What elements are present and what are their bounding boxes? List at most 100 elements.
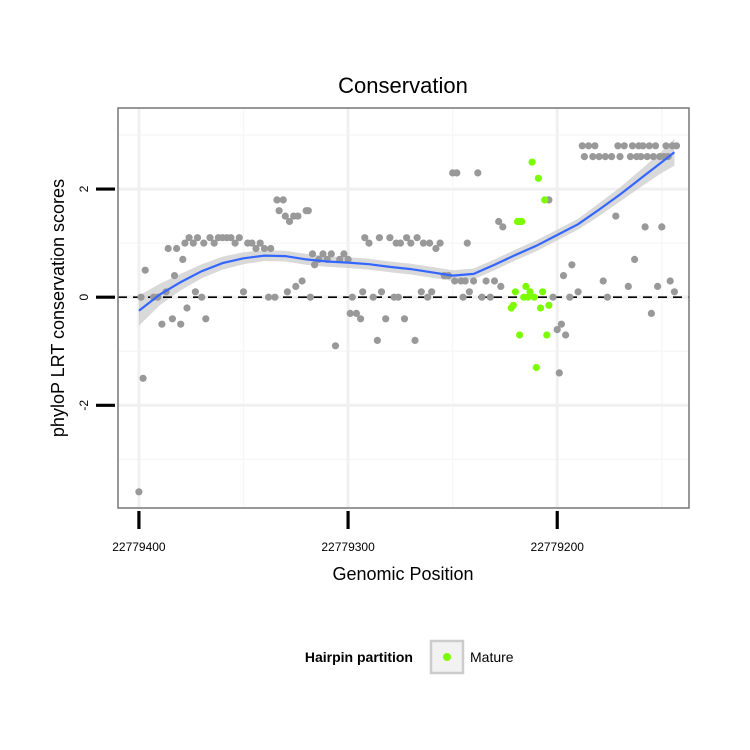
point-other bbox=[361, 234, 369, 242]
point-other bbox=[568, 261, 576, 269]
point-other bbox=[495, 217, 503, 226]
chart-title: Conservation bbox=[338, 73, 468, 98]
point-other bbox=[273, 196, 281, 204]
point-mature bbox=[511, 288, 519, 296]
point-other bbox=[283, 288, 291, 296]
point-mature bbox=[539, 288, 547, 296]
point-other bbox=[580, 153, 589, 161]
point-other bbox=[285, 217, 294, 226]
point-mature bbox=[528, 158, 536, 166]
point-other bbox=[382, 315, 390, 323]
point-other bbox=[641, 223, 649, 231]
point-other bbox=[459, 293, 467, 301]
y-axis-ticks: 2 0 -2 bbox=[77, 185, 115, 411]
point-other bbox=[394, 293, 402, 301]
point-other bbox=[608, 153, 616, 161]
smooth-line bbox=[138, 151, 676, 312]
point-other bbox=[396, 239, 404, 247]
point-other bbox=[306, 293, 314, 301]
point-other bbox=[436, 239, 444, 247]
point-other bbox=[400, 315, 409, 323]
y-tick-label: -2 bbox=[77, 400, 91, 411]
point-other bbox=[417, 288, 425, 296]
confidence-ribbon bbox=[138, 138, 675, 326]
point-other bbox=[279, 196, 287, 204]
point-other bbox=[649, 153, 658, 161]
point-mature bbox=[532, 363, 540, 372]
point-other bbox=[179, 255, 187, 263]
point-mature bbox=[545, 301, 553, 309]
point-mature bbox=[522, 282, 530, 290]
point-other bbox=[141, 266, 149, 274]
point-other bbox=[639, 142, 647, 150]
point-other bbox=[672, 142, 681, 150]
point-other bbox=[631, 255, 639, 263]
y-axis-label: phyloP LRT conservation scores bbox=[48, 179, 68, 437]
point-other bbox=[616, 153, 624, 161]
point-other bbox=[319, 250, 327, 258]
point-other bbox=[643, 153, 651, 161]
point-mature bbox=[541, 196, 549, 204]
point-other bbox=[666, 277, 674, 285]
point-other bbox=[549, 293, 557, 301]
point-other bbox=[474, 169, 482, 177]
point-other bbox=[298, 277, 306, 285]
y-tick-label: 0 bbox=[77, 294, 91, 301]
point-other bbox=[411, 336, 419, 344]
point-other bbox=[432, 244, 440, 253]
legend-key-box bbox=[429, 639, 465, 675]
point-other bbox=[170, 272, 179, 280]
point-other bbox=[601, 153, 609, 161]
point-other bbox=[559, 272, 568, 280]
point-other bbox=[235, 234, 243, 242]
point-other bbox=[193, 234, 202, 242]
point-mature bbox=[526, 288, 534, 296]
point-other bbox=[651, 142, 660, 150]
point-other bbox=[566, 293, 574, 301]
point-other bbox=[191, 288, 199, 296]
point-other bbox=[647, 309, 656, 317]
point-other bbox=[413, 234, 421, 242]
point-other bbox=[331, 342, 340, 350]
point-other bbox=[210, 239, 218, 247]
point-other bbox=[294, 212, 302, 220]
point-mature bbox=[524, 293, 532, 301]
point-other bbox=[252, 244, 260, 253]
point-other bbox=[139, 374, 147, 382]
point-other bbox=[463, 239, 471, 247]
point-other bbox=[553, 326, 561, 334]
point-other bbox=[603, 293, 612, 301]
point-other bbox=[348, 293, 356, 301]
point-other bbox=[645, 142, 653, 150]
point-other bbox=[428, 288, 436, 296]
point-other bbox=[231, 239, 239, 247]
point-other bbox=[185, 234, 193, 242]
point-mature bbox=[534, 174, 543, 182]
point-mature bbox=[536, 304, 545, 312]
x-axis-label: Genomic Position bbox=[332, 564, 473, 584]
point-other bbox=[308, 250, 317, 258]
point-other bbox=[327, 250, 335, 258]
point-other bbox=[624, 282, 632, 290]
legend: Hairpin partition Mature bbox=[305, 639, 514, 675]
point-other bbox=[470, 277, 478, 285]
point-other bbox=[344, 255, 352, 263]
point-other bbox=[403, 234, 411, 242]
x-axis-ticks: 22779400 22779300 22779200 bbox=[112, 511, 584, 554]
point-other bbox=[227, 234, 235, 242]
point-other bbox=[555, 369, 563, 377]
point-other bbox=[352, 309, 360, 317]
point-other bbox=[248, 239, 256, 247]
point-other bbox=[461, 277, 469, 285]
point-other bbox=[662, 142, 670, 150]
point-other bbox=[304, 207, 312, 215]
point-other bbox=[465, 288, 473, 296]
point-other bbox=[158, 320, 166, 328]
point-other bbox=[359, 288, 367, 296]
point-other bbox=[589, 153, 597, 161]
point-other bbox=[137, 293, 145, 301]
point-mature bbox=[518, 217, 526, 226]
point-other bbox=[340, 250, 348, 258]
point-other bbox=[275, 207, 283, 215]
y-tick-label: 2 bbox=[77, 185, 91, 192]
